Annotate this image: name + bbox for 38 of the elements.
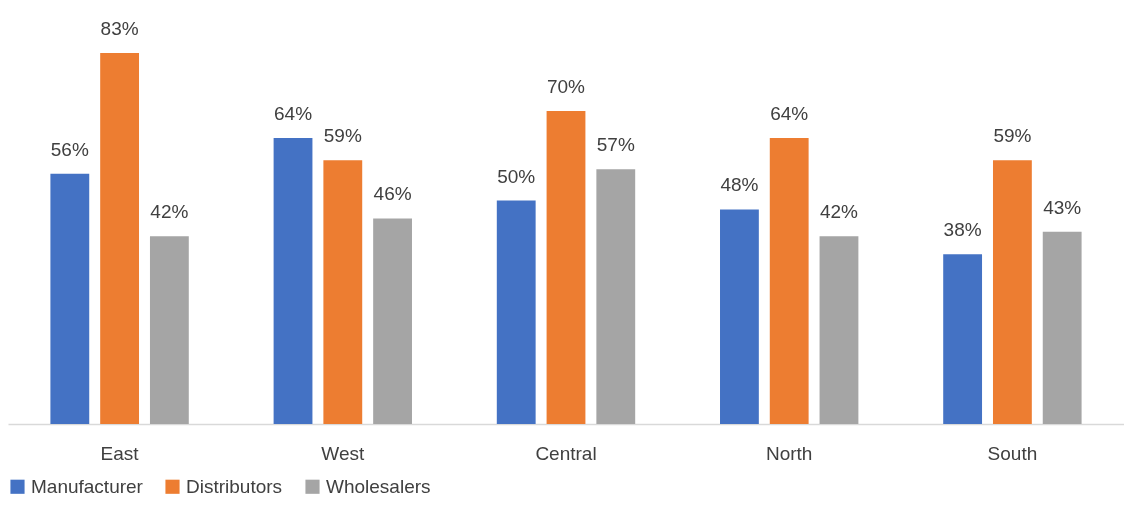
bar (323, 160, 363, 424)
data-label: 42% (819, 201, 859, 223)
data-label: 56% (50, 138, 89, 160)
bar (769, 137, 809, 424)
bar (149, 236, 189, 424)
bar (943, 254, 983, 424)
x-tick-label: North (765, 442, 813, 464)
bar (819, 236, 859, 424)
data-label: 46% (373, 183, 412, 205)
bar (373, 218, 412, 424)
bar (1042, 231, 1082, 424)
x-tick-label: Central (535, 442, 597, 464)
x-tick-label: West (321, 442, 365, 464)
bar (992, 160, 1032, 424)
data-label: 83% (100, 18, 139, 39)
data-label: 59% (993, 125, 1032, 147)
data-label: 59% (323, 125, 362, 147)
legend-label: Distributors (186, 475, 283, 497)
x-tick-label: East (100, 442, 140, 464)
bar (496, 200, 536, 424)
data-label: 70% (546, 76, 586, 98)
legend-label: Wholesalers (326, 475, 431, 497)
data-label: 48% (720, 174, 759, 196)
bar (546, 111, 586, 424)
legend-label: Manufacturer (31, 475, 144, 497)
data-label: 38% (943, 219, 982, 241)
data-label: 64% (274, 102, 313, 124)
data-label: 57% (596, 134, 635, 156)
bar (273, 137, 313, 424)
bar (720, 209, 759, 424)
data-label: 42% (150, 201, 189, 223)
x-tick-label: South (987, 442, 1038, 464)
data-label: 43% (1043, 196, 1082, 218)
bar (50, 173, 90, 424)
data-label: 50% (497, 165, 536, 187)
bar (100, 53, 140, 424)
data-label: 64% (770, 102, 809, 124)
bar (596, 169, 636, 424)
